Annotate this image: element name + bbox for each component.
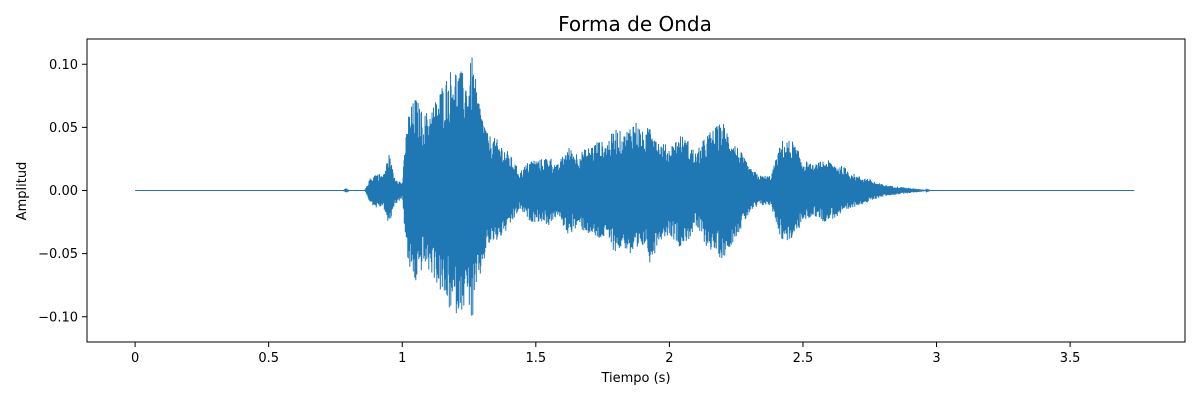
y-axis-label: Amplitud bbox=[15, 162, 30, 221]
y-tick-label: 0.05 bbox=[49, 121, 78, 136]
y-tick-label: −0.10 bbox=[38, 310, 78, 325]
x-tick-label: 3.5 bbox=[1060, 351, 1081, 366]
x-axis-label: Tiempo (s) bbox=[600, 371, 670, 386]
y-axis: −0.10 −0.05 0.00 0.05 0.10 bbox=[38, 58, 87, 325]
x-tick-label: 0.5 bbox=[258, 351, 279, 366]
y-tick-label: −0.05 bbox=[38, 247, 78, 262]
waveform-series bbox=[135, 57, 1135, 316]
plot-area bbox=[135, 57, 1135, 316]
x-tick-label: 0 bbox=[131, 351, 139, 366]
x-tick-label: 2.5 bbox=[793, 351, 814, 366]
y-tick-label: 0.10 bbox=[49, 58, 78, 73]
x-tick-label: 1 bbox=[398, 351, 406, 366]
x-tick-label: 1.5 bbox=[525, 351, 546, 366]
x-tick-label: 2 bbox=[665, 351, 673, 366]
chart-title: Forma de Onda bbox=[558, 12, 712, 36]
y-tick-label: 0.00 bbox=[49, 184, 78, 199]
x-axis: 0 0.5 1 1.5 2 2.5 3 3.5 bbox=[131, 342, 1081, 366]
x-tick-label: 3 bbox=[932, 351, 940, 366]
